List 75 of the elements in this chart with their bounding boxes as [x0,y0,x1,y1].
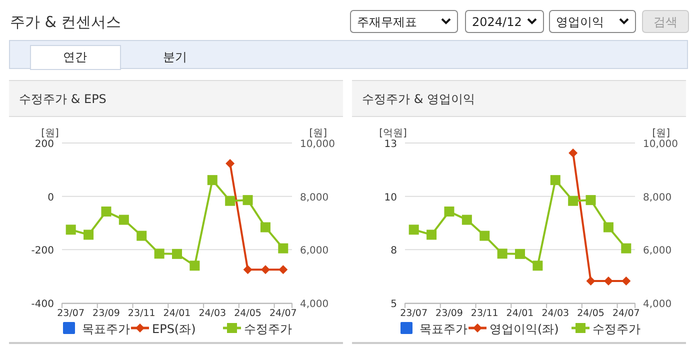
y2-axis-title: [원] [309,128,328,139]
x-tick-label: 23/07 [400,308,428,319]
point [444,206,454,217]
x-tick-label: 24/07 [269,308,297,319]
legend-label: 목표주가 [82,322,130,336]
y2-tick-label: 4,000 [643,299,672,310]
text: 검색 [654,15,678,29]
y-tick-label: -400 [31,299,54,310]
y-tick-label: 8 [390,246,397,257]
text: 주재무제표 [357,15,417,29]
point [278,243,288,254]
text: 영업이익 [556,15,604,29]
point [136,230,147,241]
x-tick-label: 23/11 [470,308,498,319]
y-tick-label: 10 [384,192,397,204]
point [462,214,472,225]
y-tick-label: -200 [31,246,54,257]
x-tick-label: 24/05 [577,308,604,319]
point [586,195,596,206]
x-tick-label: 23/07 [57,308,85,319]
x-tick-label: 24/01 [506,308,534,319]
point [225,196,236,206]
legend-label: 영업이익(좌) [490,322,559,336]
point [190,260,200,271]
point [172,248,182,259]
point [408,224,419,235]
x-tick-label: 24/07 [612,308,640,319]
point [568,196,578,206]
point [426,230,437,240]
point [84,230,94,240]
y2-tick-label: 10,000 [643,139,678,150]
chart-title: 수정주가 & EPS [19,92,106,106]
text: 분기 [163,50,187,64]
legend-label: 수정주가 [244,322,292,336]
point [532,260,543,271]
point [603,222,614,232]
x-tick-label: 24/01 [163,308,191,319]
point [66,224,76,235]
y-tick-label: 5 [390,299,397,310]
point [480,230,490,241]
x-tick-label: 23/09 [436,308,463,319]
point [497,248,508,259]
y-axis-title: [원] [41,128,59,139]
y2-tick-label: 10,000 [300,139,335,150]
point [260,222,270,232]
text: 주가 & 컨센서스 [10,13,122,31]
x-tick-label: 23/09 [92,308,120,319]
y2-tick-label: 8,000 [643,192,672,204]
x-tick-label: 23/11 [128,308,156,319]
point [154,248,164,259]
point [207,175,218,186]
point [550,175,560,186]
point [101,206,112,217]
x-tick-label: 24/05 [234,308,262,319]
x-tick-label: 24/03 [198,308,226,319]
y-tick-label: 200 [34,139,54,150]
chart-title: 수정주가 & 영업이익 [362,92,475,106]
text: 연간 [63,50,87,64]
y-tick-label: 0 [48,192,54,204]
point [242,195,253,206]
point [118,214,129,225]
legend-label: EPS(좌) [152,322,196,336]
y2-axis-title: [원] [652,128,670,139]
y2-tick-label: 6,000 [300,246,329,257]
point [621,243,632,254]
point [515,248,525,259]
y2-tick-label: 4,000 [300,299,329,310]
legend-label: 목표주가 [420,322,468,336]
text: 2024/12 [472,15,522,29]
y-axis-title: [억원] [379,128,407,139]
legend-label: 수정주가 [592,322,640,336]
x-tick-label: 24/03 [542,308,570,319]
y2-tick-label: 8,000 [300,192,329,204]
y2-tick-label: 6,000 [643,246,672,257]
y-tick-label: 13 [384,139,397,150]
